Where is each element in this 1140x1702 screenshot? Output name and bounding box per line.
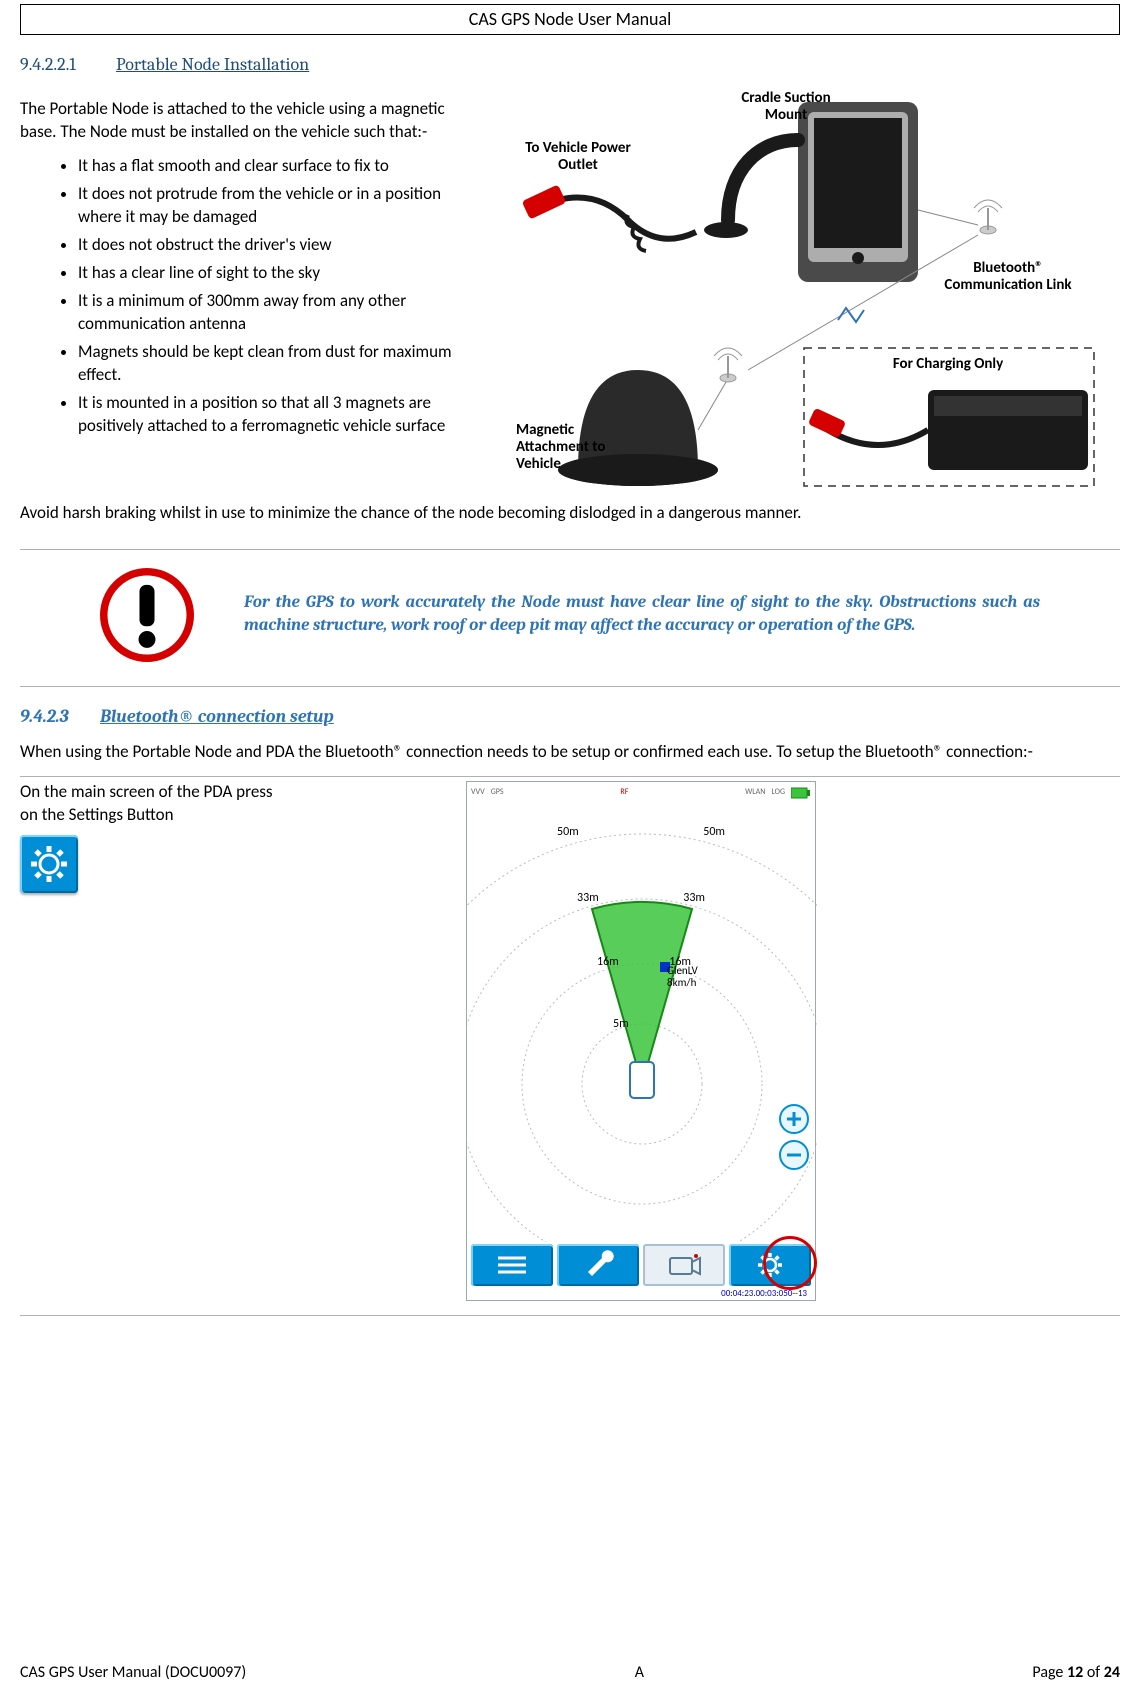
gear-icon	[20, 835, 78, 893]
bullet-item: It has a clear line of sight to the sky	[78, 262, 480, 285]
status-vvv: VVV	[471, 787, 485, 798]
bullet-item: It does not protrude from the vehicle or…	[78, 183, 480, 229]
page-total: 24	[1104, 1663, 1120, 1682]
diagram-label-bluetooth: Bluetooth® Communication Link	[938, 260, 1078, 295]
radar-display: 50m 50m 33m 33m 16m 16m 5m GlenLV 8km/h	[467, 804, 815, 1240]
page-of: of	[1083, 1663, 1104, 1682]
warning-callout: For the GPS to work accurately the Node …	[20, 568, 1120, 662]
tools-button[interactable]	[557, 1244, 639, 1286]
divider	[20, 686, 1120, 687]
section-title: Portable Node Installation	[116, 54, 309, 75]
camera-icon	[643, 1244, 725, 1286]
page-num: 12	[1067, 1663, 1083, 1682]
status-rf: RF	[620, 787, 628, 798]
plus-icon	[781, 1106, 807, 1132]
ring-label: 33m	[577, 890, 599, 906]
pda-status-bar: VVV GPS RF WLAN LOG	[467, 782, 815, 804]
ring-label: 33m	[683, 890, 705, 906]
pda-screenshot: VVV GPS RF WLAN LOG	[466, 781, 816, 1301]
footer-center: A	[635, 1662, 644, 1684]
wrench-icon	[557, 1244, 639, 1286]
install-bullets: It has a flat smooth and clear surface t…	[20, 155, 480, 437]
status-log: LOG	[771, 787, 785, 798]
bullet-item: It does not obstruct the driver's view	[78, 234, 480, 257]
step-text: On the main screen of the PDA press on t…	[20, 781, 280, 827]
page-label: Page	[1032, 1663, 1067, 1682]
settings-button[interactable]	[20, 835, 78, 893]
camera-button[interactable]	[643, 1244, 725, 1286]
section-number-2: 9.4.2.3	[20, 705, 100, 729]
diagram-label-magnetic: Magnetic Attachment to Vehicle	[516, 422, 616, 474]
section2-intro: When using the Portable Node and PDA the…	[20, 741, 1120, 764]
zoom-in-button[interactable]	[779, 1104, 809, 1134]
warning-icon	[100, 568, 194, 662]
pda-bottom-bar	[471, 1244, 811, 1286]
intro-text: The Portable Node is attached to the veh…	[20, 98, 480, 144]
footer-right: Page 12 of 24	[1032, 1662, 1120, 1684]
bullet-item: Magnets should be kept clean from dust f…	[78, 341, 480, 387]
bullet-item: It has a flat smooth and clear surface t…	[78, 155, 480, 178]
section-heading-1: 9.4.2.2.1Portable Node Installation	[20, 53, 1120, 77]
bullet-item: It is a minimum of 300mm away from any o…	[78, 290, 480, 336]
section-number: 9.4.2.2.1	[20, 53, 116, 77]
minus-icon	[781, 1142, 807, 1168]
diagram-label-charging: For Charging Only	[888, 356, 1008, 373]
menu-button[interactable]	[471, 1244, 553, 1286]
ring-label: 50m	[557, 824, 579, 840]
diagram-label-cradle: Cradle Suction Mount	[726, 90, 846, 125]
ring-label: 5m	[613, 1016, 629, 1032]
section-heading-2: 9.4.2.3Bluetooth® connection setup	[20, 705, 1120, 729]
footer-left: CAS GPS User Manual (DOCU0097)	[20, 1662, 246, 1684]
pda-timestamp: 00:04:23.00:03:050--13	[721, 1288, 807, 1300]
page-footer: CAS GPS User Manual (DOCU0097) A Page 12…	[20, 1662, 1120, 1684]
step-row: On the main screen of the PDA press on t…	[20, 776, 1120, 1316]
warning-text: For the GPS to work accurately the Node …	[244, 592, 1040, 638]
status-gps: GPS	[491, 787, 504, 798]
battery-icon	[791, 787, 811, 799]
closing-text: Avoid harsh braking whilst in use to min…	[20, 502, 1120, 525]
section-title-2: Bluetooth® connection setup	[100, 706, 334, 727]
page-header: CAS GPS Node User Manual	[20, 4, 1120, 35]
zoom-out-button[interactable]	[779, 1140, 809, 1170]
highlight-circle	[763, 1236, 817, 1290]
divider	[20, 549, 1120, 550]
menu-icon	[471, 1244, 553, 1286]
diagram-label-power: To Vehicle Power Outlet	[518, 140, 638, 175]
ring-label: 50m	[703, 824, 725, 840]
bullet-item: It is mounted in a position so that all …	[78, 392, 480, 438]
install-diagram: Cradle Suction Mount To Vehicle Power Ou…	[498, 90, 1120, 490]
status-wlan: WLAN	[745, 787, 765, 798]
ring-label: 16m	[597, 954, 619, 970]
target-speed: 8km/h	[667, 976, 696, 991]
